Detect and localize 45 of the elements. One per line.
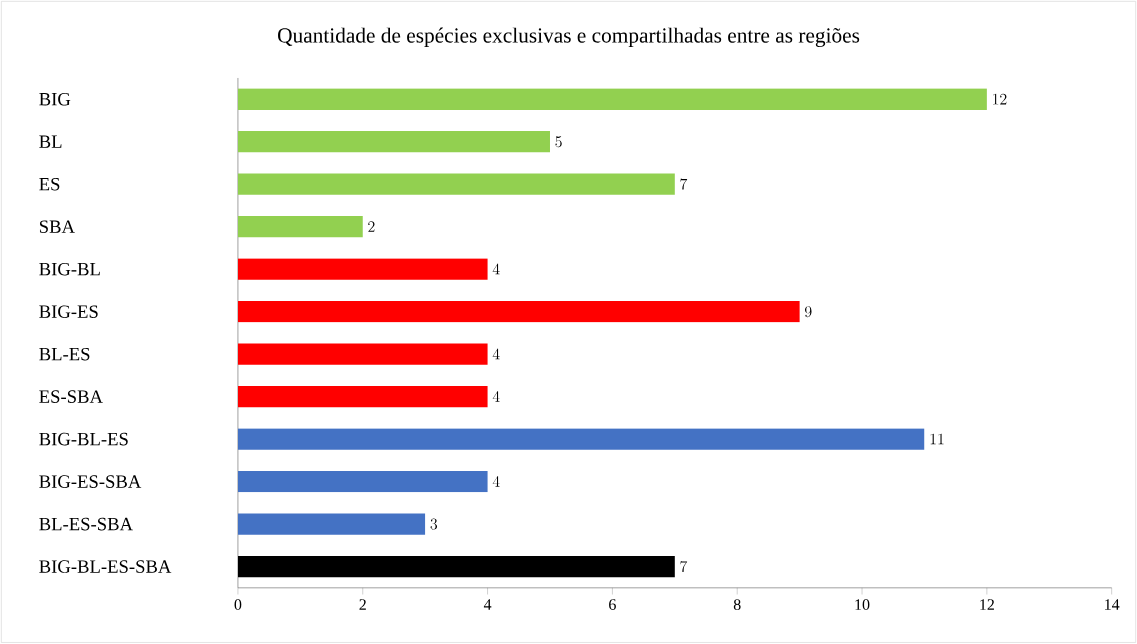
bar <box>237 471 488 493</box>
y-tick-label: BL-ES-SBA <box>39 517 133 531</box>
x-tick-label: 0 <box>234 599 242 611</box>
data-label: 9 <box>804 306 812 318</box>
x-tick-label: 4 <box>483 599 492 610</box>
y-tick-label: ES <box>39 178 60 191</box>
x-tick-label: 12 <box>980 599 994 610</box>
x-tick-label: 8 <box>733 599 741 611</box>
bar <box>237 343 488 365</box>
bar <box>237 258 488 280</box>
data-label: 7 <box>680 561 688 573</box>
data-label: 3 <box>430 518 438 530</box>
bar <box>237 88 987 110</box>
x-tick-label: 2 <box>359 599 366 610</box>
y-tick-label: ES-SBA <box>39 390 103 404</box>
bar <box>237 216 363 238</box>
bar <box>237 301 800 323</box>
data-label: 4 <box>492 391 500 402</box>
x-tick-label: 10 <box>855 599 870 611</box>
data-label: 12 <box>993 93 1007 105</box>
y-tick-label: BIG-BL-ES <box>39 432 128 446</box>
chart-title: Quantidade de espécies exclusivas e compartilhadas entre as regiões <box>278 27 860 48</box>
data-label: 4 <box>492 476 500 487</box>
bar <box>237 386 488 408</box>
y-tick-label: BIG-BL-ES-SBA <box>39 560 172 573</box>
y-tick-label: BL <box>39 135 62 148</box>
bar <box>237 173 675 195</box>
data-label: 2 <box>368 221 375 232</box>
x-tick-label: 6 <box>609 599 616 611</box>
y-tick-label: BIG-ES-SBA <box>39 475 142 488</box>
x-tick-label: 14 <box>1105 599 1120 610</box>
data-label: 4 <box>492 348 500 360</box>
bar <box>237 131 550 153</box>
data-label: 5 <box>555 136 562 148</box>
y-tick-label: SBA <box>39 220 75 234</box>
y-tick-label: BIG-BL <box>39 263 100 276</box>
bar <box>237 428 925 450</box>
y-tick-label: BL-ES <box>39 347 90 361</box>
data-label: 11 <box>930 433 944 445</box>
y-tick-label: BIG <box>39 93 71 106</box>
bar <box>237 513 426 535</box>
data-label: 4 <box>492 263 500 275</box>
y-tick-label: BIG-ES <box>39 305 98 319</box>
data-label: 7 <box>680 178 688 190</box>
bar <box>237 556 675 578</box>
